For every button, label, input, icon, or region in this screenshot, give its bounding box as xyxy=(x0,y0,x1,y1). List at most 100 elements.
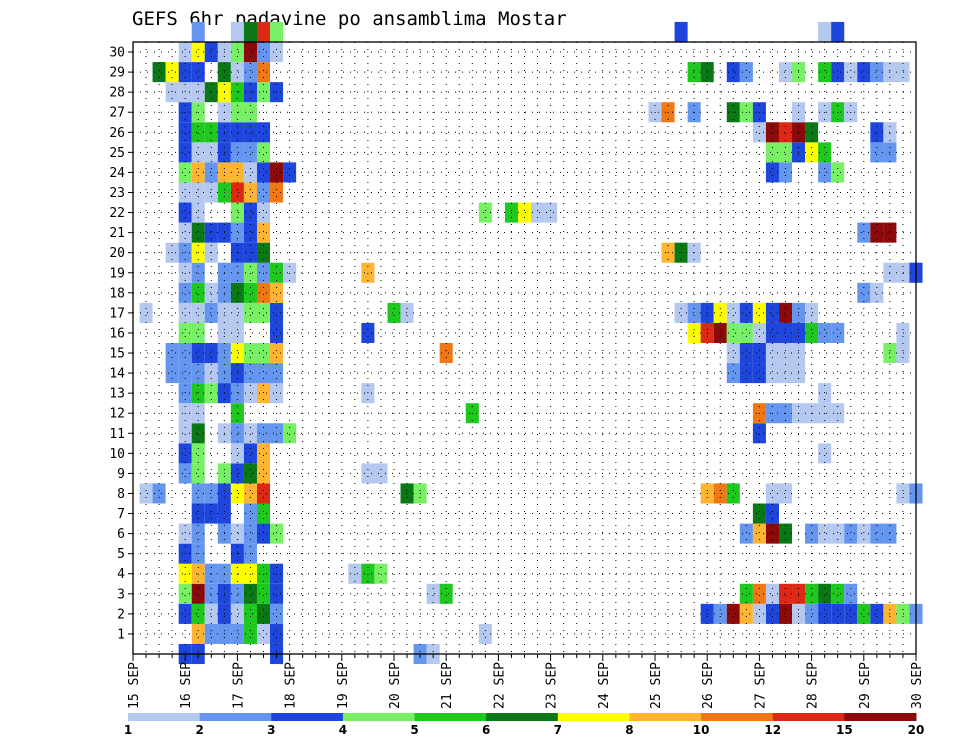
y-tick-label: 29 xyxy=(109,66,125,81)
heatmap-cell xyxy=(230,62,244,83)
heatmap-cell xyxy=(191,523,205,544)
heatmap-cell xyxy=(531,202,545,223)
heatmap-cell xyxy=(191,282,205,303)
heatmap-cell xyxy=(204,342,218,364)
heatmap-cell xyxy=(191,262,205,283)
heatmap-cell xyxy=(230,423,244,444)
heatmap-cell xyxy=(178,603,192,624)
heatmap-cell xyxy=(831,603,845,624)
y-tick-label: 17 xyxy=(109,306,125,321)
y-tick-label: 28 xyxy=(109,86,125,101)
heatmap-cell xyxy=(256,142,271,163)
heatmap-cell xyxy=(739,523,753,544)
heatmap-cell xyxy=(165,363,179,384)
heatmap-cell xyxy=(178,302,192,323)
heatmap-cell xyxy=(178,282,192,303)
heatmap-cell xyxy=(178,62,192,83)
heatmap-cell xyxy=(765,322,779,343)
heatmap-cell xyxy=(896,322,910,343)
colorbar-label: 5 xyxy=(410,723,418,737)
y-tick-label: 15 xyxy=(109,347,125,362)
heatmap-cell xyxy=(283,262,297,283)
heatmap-cell xyxy=(256,463,271,484)
heatmap-cell xyxy=(270,282,284,303)
heatmap-cell xyxy=(191,322,205,343)
heatmap-cell xyxy=(256,523,271,544)
heatmap-cell xyxy=(374,563,388,584)
heatmap-cell xyxy=(256,162,271,183)
y-tick-label: 7 xyxy=(117,507,125,522)
x-tick-label: 18 SEP xyxy=(284,662,299,709)
heatmap-cell xyxy=(178,142,192,163)
heatmap-cell xyxy=(752,363,766,384)
x-tick-label: 22 SEP xyxy=(492,662,507,709)
heatmap-cell xyxy=(818,62,832,83)
heatmap-cell xyxy=(361,463,375,484)
colorbar-swatch xyxy=(199,713,272,721)
heatmap-cell xyxy=(178,222,192,243)
heatmap-cell xyxy=(818,322,832,343)
heatmap-cell xyxy=(765,342,779,364)
colorbar-swatch xyxy=(772,713,845,721)
heatmap-cell xyxy=(765,583,779,604)
heatmap-cell xyxy=(191,222,205,243)
heatmap-cell xyxy=(778,322,793,343)
y-tick-label: 10 xyxy=(109,447,125,462)
heatmap-cell xyxy=(778,363,793,384)
heatmap-cell xyxy=(726,342,740,364)
heatmap-cell xyxy=(191,423,205,444)
heatmap-cell xyxy=(230,282,244,303)
colorbar-label: 1 xyxy=(124,723,132,737)
heatmap-cell xyxy=(778,523,793,544)
heatmap-cell xyxy=(778,302,793,323)
heatmap-cell xyxy=(243,162,257,183)
heatmap-cell xyxy=(139,302,153,323)
heatmap-cell xyxy=(178,262,192,283)
heatmap-cell xyxy=(765,483,779,504)
heatmap-cell xyxy=(778,162,793,183)
heatmap-cell xyxy=(243,122,257,143)
heatmap-cell xyxy=(818,21,832,42)
heatmap-cell xyxy=(270,82,284,103)
heatmap-cells xyxy=(139,21,923,665)
heatmap-cell xyxy=(230,202,244,223)
heatmap-cell xyxy=(256,42,271,63)
heatmap-cell xyxy=(243,202,257,223)
heatmap-cell xyxy=(517,202,532,223)
y-tick-label: 18 xyxy=(109,286,125,301)
heatmap-cell xyxy=(243,21,257,42)
heatmap-cell xyxy=(243,282,257,303)
heatmap-cell xyxy=(270,42,284,63)
heatmap-cell xyxy=(204,383,218,404)
heatmap-cell xyxy=(778,342,793,364)
y-tick-label: 14 xyxy=(109,367,125,382)
heatmap-cell xyxy=(818,162,832,183)
heatmap-cell xyxy=(256,623,271,644)
heatmap-cell xyxy=(400,483,414,504)
heatmap-cell xyxy=(230,523,244,544)
heatmap-cell xyxy=(230,182,244,203)
heatmap-cell xyxy=(778,583,793,604)
heatmap-cell xyxy=(778,483,793,504)
y-tick-label: 27 xyxy=(109,106,125,121)
colorbar-label: 7 xyxy=(554,723,562,737)
heatmap-cell xyxy=(805,302,819,323)
heatmap-cell xyxy=(178,523,192,544)
heatmap-cell xyxy=(243,423,257,444)
heatmap-cell xyxy=(765,363,779,384)
heatmap-cell xyxy=(765,122,779,143)
heatmap-cell xyxy=(256,483,271,504)
heatmap-cell xyxy=(204,82,218,103)
heatmap-cell xyxy=(230,162,244,183)
heatmap-cell xyxy=(739,363,753,384)
heatmap-cell xyxy=(739,603,753,624)
heatmap-cell xyxy=(726,603,740,624)
heatmap-cell xyxy=(713,322,727,343)
heatmap-cell xyxy=(191,142,205,163)
colorbar-label: 10 xyxy=(693,723,710,737)
colorbar-swatch xyxy=(844,713,917,721)
heatmap-cell xyxy=(243,563,257,584)
x-tick-label: 16 SEP xyxy=(179,662,194,709)
heatmap-cell xyxy=(283,423,297,444)
heatmap-cell xyxy=(204,282,218,303)
